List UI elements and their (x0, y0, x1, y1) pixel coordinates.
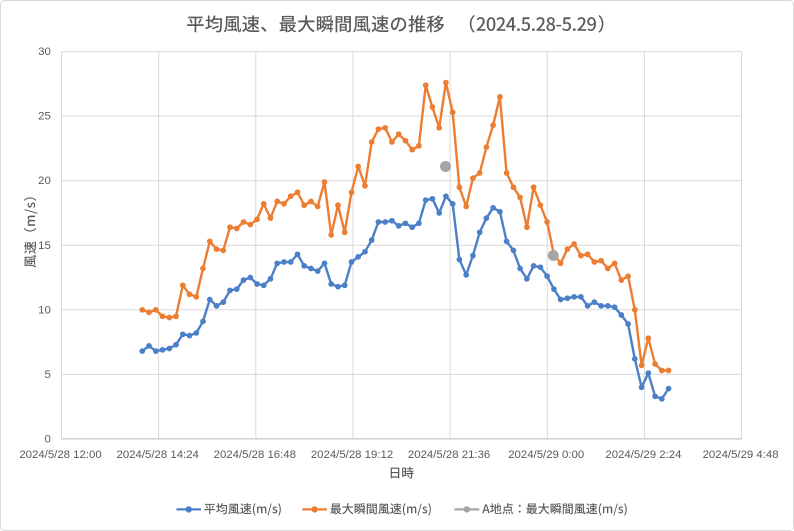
svg-text:2024/5/28 21:36: 2024/5/28 21:36 (408, 449, 490, 461)
svg-text:2024/5/28 14:24: 2024/5/28 14:24 (117, 449, 199, 461)
svg-text:2024/5/29 4:48: 2024/5/29 4:48 (703, 449, 779, 461)
svg-text:2024/5/29 2:24: 2024/5/29 2:24 (605, 449, 681, 461)
svg-text:10: 10 (38, 304, 51, 316)
svg-text:2024/5/28 12:00: 2024/5/28 12:00 (19, 449, 101, 461)
svg-text:5: 5 (44, 369, 50, 381)
svg-text:20: 20 (38, 175, 51, 187)
svg-text:0: 0 (44, 433, 50, 445)
svg-text:30: 30 (38, 46, 51, 58)
svg-text:2024/5/29 0:00: 2024/5/29 0:00 (508, 449, 584, 461)
svg-text:25: 25 (38, 111, 51, 123)
svg-text:15: 15 (38, 240, 51, 252)
svg-text:2024/5/28 16:48: 2024/5/28 16:48 (214, 449, 296, 461)
svg-text:2024/5/28 19:12: 2024/5/28 19:12 (311, 449, 393, 461)
